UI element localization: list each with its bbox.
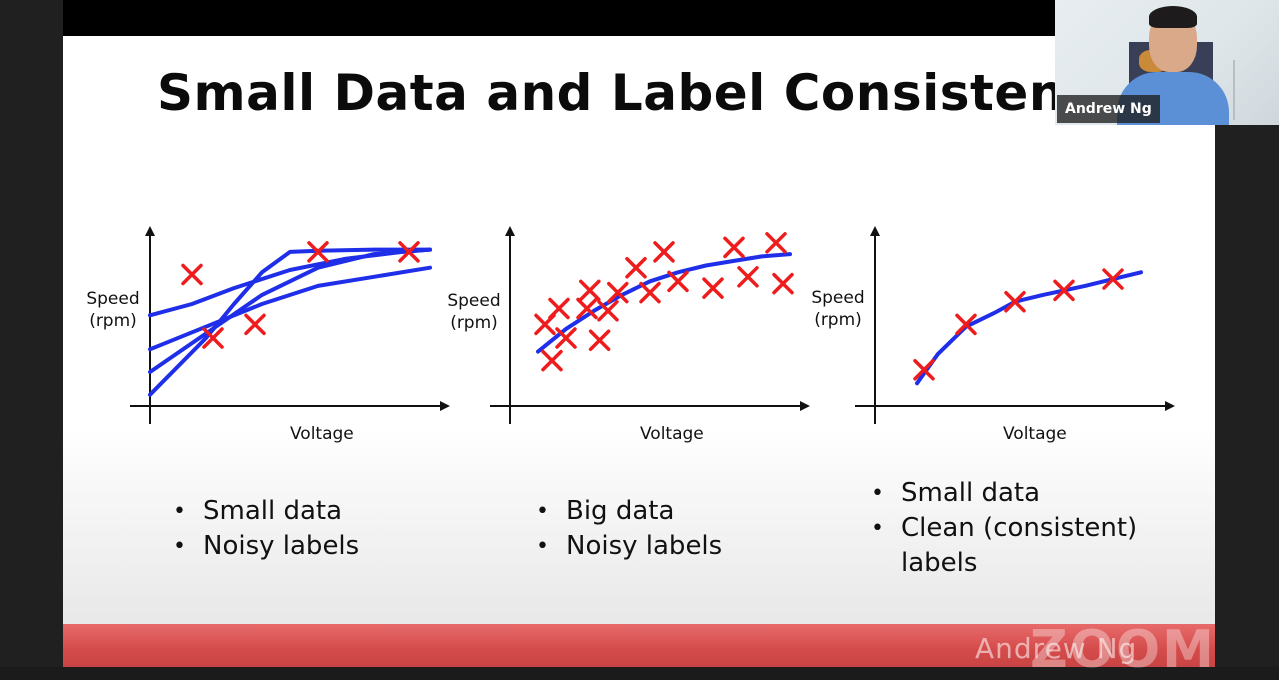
panel3-bullets: • Small data • Clean (consistent) labels	[865, 476, 1137, 581]
data-point-14	[723, 236, 745, 259]
bullet-item: labels	[901, 548, 978, 578]
data-point-3	[555, 327, 577, 349]
data-point-3	[307, 241, 329, 263]
y-axis-arrow	[870, 226, 880, 236]
data-point-4	[1102, 268, 1124, 290]
webcam-video-tile[interactable]: Andrew Ng	[1055, 0, 1279, 125]
presentation-slide: Small Data and Label Consistency Speed (…	[63, 36, 1215, 667]
speaker-hair	[1149, 6, 1197, 28]
panel1-xlabel: Voltage	[290, 424, 354, 444]
x-axis-arrow	[1165, 401, 1175, 411]
data-point-1	[955, 313, 977, 336]
x-axis-arrow	[800, 401, 810, 411]
data-point-4	[576, 297, 598, 320]
slide-footer-band	[63, 624, 1215, 667]
panel1-ylabel: Speed (rpm)	[86, 289, 140, 331]
data-point-1	[202, 327, 224, 349]
fit-curve-0	[915, 270, 1143, 386]
data-point-4	[398, 241, 420, 263]
panel2-ylabel: Speed (rpm)	[447, 291, 501, 333]
lamp-stand	[1233, 60, 1235, 120]
data-point-8	[607, 281, 629, 304]
data-point-17	[772, 272, 794, 295]
participant-name-tag: Andrew Ng	[1057, 95, 1160, 123]
bullet-item: • Small data	[871, 478, 1041, 508]
bullet-item: • Big data	[536, 496, 675, 526]
fit-curve-3	[148, 247, 432, 374]
panel2-chart	[490, 226, 810, 424]
bullet-item: • Noisy labels	[173, 531, 360, 561]
data-point-9	[625, 256, 647, 279]
presenter-watermark: Andrew Ng	[975, 632, 1138, 665]
data-point-0	[181, 263, 203, 286]
data-point-12	[667, 270, 689, 293]
data-point-16	[765, 232, 787, 254]
data-point-2	[548, 297, 570, 320]
data-point-2	[1004, 290, 1026, 313]
y-axis-arrow	[505, 226, 515, 236]
panel2-bullets: • Big data • Noisy labels	[530, 494, 722, 564]
data-point-7	[597, 300, 619, 322]
data-point-3	[1053, 279, 1075, 302]
left-letterbox	[0, 0, 63, 667]
data-point-15	[737, 266, 759, 288]
panel1-bullets: • Small data • Noisy labels	[167, 494, 359, 564]
data-point-1	[541, 349, 563, 372]
panel3-xlabel: Voltage	[1003, 424, 1067, 444]
panel3-ylabel: Speed (rpm)	[811, 288, 865, 330]
panel3-chart	[855, 226, 1175, 424]
slide-title: Small Data and Label Consistency	[157, 64, 1129, 122]
panel1-chart	[130, 226, 450, 424]
data-point-10	[639, 281, 661, 304]
panel2-xlabel: Voltage	[640, 424, 704, 444]
data-point-11	[653, 241, 675, 263]
data-point-6	[588, 329, 611, 352]
data-point-2	[244, 313, 266, 336]
fit-curve-0	[536, 252, 792, 354]
bullet-item: • Small data	[173, 496, 343, 526]
y-axis-arrow	[145, 226, 155, 236]
data-point-13	[702, 277, 724, 299]
data-point-5	[579, 279, 601, 302]
bullet-item: • Noisy labels	[536, 531, 723, 561]
fit-curve-2	[148, 265, 432, 352]
bullet-item: • Clean (consistent)	[871, 513, 1138, 543]
x-axis-arrow	[440, 401, 450, 411]
data-point-0	[913, 358, 935, 381]
